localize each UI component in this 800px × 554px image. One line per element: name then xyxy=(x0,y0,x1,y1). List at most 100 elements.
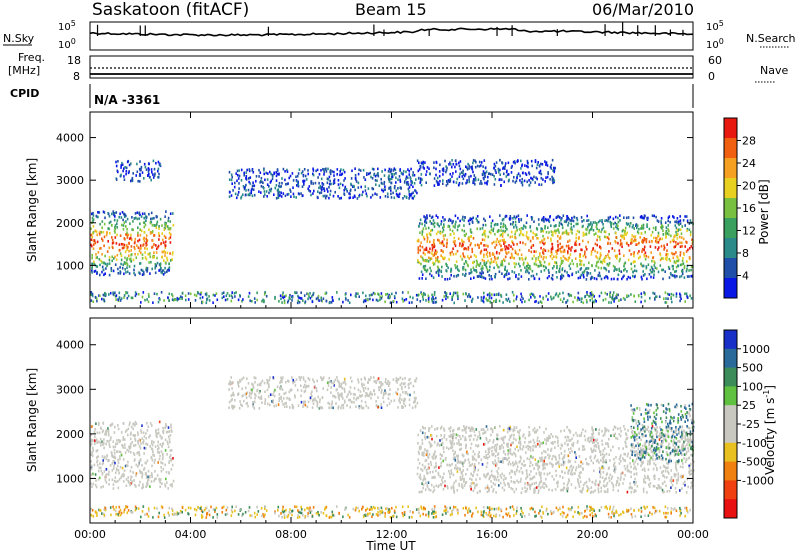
heatmap-cell xyxy=(562,255,565,258)
heatmap-cell xyxy=(238,385,240,388)
heatmap-cell xyxy=(455,220,457,224)
heatmap-cell xyxy=(117,424,119,427)
heatmap-cell xyxy=(559,216,561,219)
heatmap-cell xyxy=(486,268,489,271)
heatmap-cell xyxy=(579,276,582,279)
heatmap-cell xyxy=(99,273,101,277)
heatmap-cell xyxy=(145,473,148,477)
heatmap-cell xyxy=(237,177,240,180)
heatmap-cell xyxy=(327,178,330,181)
heatmap-cell xyxy=(408,186,411,189)
heatmap-cell xyxy=(320,296,322,300)
heatmap-cell xyxy=(261,401,263,404)
heatmap-cell xyxy=(161,482,163,485)
heatmap-cell xyxy=(599,255,601,259)
heatmap-cell xyxy=(462,215,464,219)
heatmap-cell xyxy=(130,475,132,479)
heatmap-cell xyxy=(399,178,401,182)
heatmap-cell xyxy=(319,398,321,401)
heatmap-cell xyxy=(336,291,338,294)
heatmap-cell xyxy=(429,247,431,251)
heatmap-cell xyxy=(340,382,343,386)
heatmap-cell xyxy=(403,194,406,198)
heatmap-cell xyxy=(633,260,635,263)
heatmap-cell xyxy=(556,266,558,270)
heatmap-cell xyxy=(684,245,686,248)
heatmap-cell xyxy=(402,382,405,386)
colorbar-tick-label: 8 xyxy=(742,247,749,260)
heatmap-cell xyxy=(527,263,529,267)
heatmap-cell xyxy=(515,252,518,256)
heatmap-cell xyxy=(519,179,521,182)
heatmap-cell xyxy=(148,295,150,298)
heatmap-cell xyxy=(114,476,117,479)
heatmap-cell xyxy=(474,182,476,186)
heatmap-cell xyxy=(600,266,603,270)
heatmap-cell xyxy=(437,272,440,275)
heatmap-cell xyxy=(457,216,459,220)
heatmap-cell xyxy=(472,261,474,264)
heatmap-cell xyxy=(426,214,428,217)
heatmap-cell xyxy=(537,258,540,261)
heatmap-cell xyxy=(676,228,679,232)
heatmap-cell xyxy=(168,269,170,272)
heatmap-cell xyxy=(367,381,369,384)
heatmap-cell xyxy=(91,262,93,266)
heatmap-cell xyxy=(589,292,592,295)
heatmap-cell xyxy=(454,244,457,248)
heatmap-cell xyxy=(548,271,550,274)
heatmap-cell xyxy=(331,296,334,299)
heatmap-cell xyxy=(95,214,98,218)
heatmap-cell xyxy=(478,263,480,267)
heatmap-cell xyxy=(556,481,558,485)
heatmap-cell xyxy=(126,160,129,164)
heatmap-cell xyxy=(561,273,563,277)
heatmap-cell xyxy=(469,230,472,233)
heatmap-cell xyxy=(181,297,183,300)
heatmap-cell xyxy=(512,293,515,297)
heatmap-cell xyxy=(466,263,469,267)
heatmap-cell xyxy=(688,269,690,272)
heatmap-cell xyxy=(426,258,428,262)
heatmap-cell xyxy=(548,471,551,475)
heatmap-cell xyxy=(511,291,514,294)
heatmap-cell xyxy=(392,378,395,381)
heatmap-cell xyxy=(318,186,320,190)
heatmap-cell xyxy=(187,292,190,295)
heatmap-cell xyxy=(427,260,430,263)
heatmap-cell xyxy=(102,443,104,446)
heatmap-cell xyxy=(104,455,106,459)
heatmap-cell xyxy=(103,441,105,445)
heatmap-cell xyxy=(247,188,250,192)
heatmap-cell xyxy=(600,486,602,490)
heatmap-cell xyxy=(112,440,115,443)
heatmap-cell xyxy=(377,377,380,380)
heatmap-cell xyxy=(421,425,424,429)
heatmap-cell xyxy=(496,237,498,241)
heatmap-cell xyxy=(589,295,591,298)
heatmap-cell xyxy=(103,438,105,441)
heatmap-cell xyxy=(548,231,550,234)
heatmap-cell xyxy=(179,297,181,300)
heatmap-cell xyxy=(590,221,592,224)
heatmap-cell xyxy=(160,461,162,464)
heatmap-cell xyxy=(424,216,426,219)
heatmap-cell xyxy=(641,277,643,281)
heatmap-cell xyxy=(528,473,531,476)
heatmap-cell xyxy=(443,223,445,226)
heatmap-cell xyxy=(508,178,510,182)
heatmap-cell xyxy=(547,249,550,253)
heatmap-cell xyxy=(187,298,190,301)
heatmap-cell xyxy=(430,269,432,273)
heatmap-cell xyxy=(665,258,668,262)
heatmap-cell xyxy=(610,301,612,304)
heatmap-cell xyxy=(523,224,525,228)
heatmap-cell xyxy=(525,445,528,449)
heatmap-cell xyxy=(495,240,497,244)
heatmap-cell xyxy=(90,473,93,476)
heatmap-cell xyxy=(603,230,606,233)
heatmap-cell xyxy=(617,293,619,297)
heatmap-cell xyxy=(102,268,105,272)
heatmap-cell xyxy=(265,171,267,175)
heatmap-cell xyxy=(528,249,530,252)
